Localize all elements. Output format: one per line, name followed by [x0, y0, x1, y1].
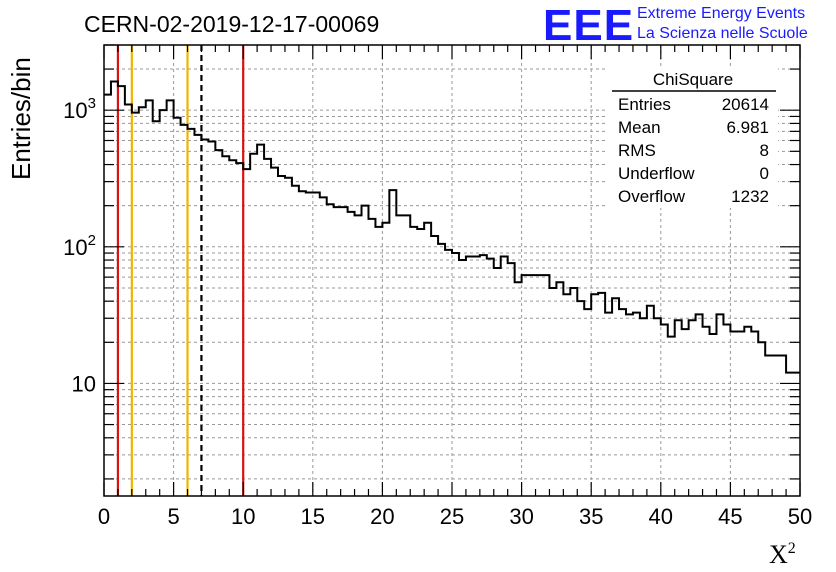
x-tick-label: 20 — [370, 504, 394, 529]
stats-title: ChiSquare — [653, 70, 733, 89]
eee-logo: EEE — [543, 1, 634, 50]
x-tick-label: 50 — [788, 504, 812, 529]
stats-value-overflow: 1232 — [731, 187, 769, 206]
axes — [103, 44, 801, 497]
x-tick-label: 15 — [301, 504, 325, 529]
stats-value-entries: 20614 — [722, 95, 769, 114]
y-tick-exp: 2 — [88, 232, 96, 249]
x-tick-label: 10 — [231, 504, 255, 529]
stats-label-rms: RMS — [618, 141, 656, 160]
x-tick-label: 40 — [649, 504, 673, 529]
logo-line-1: Extreme Energy Events — [637, 5, 805, 22]
y-tick-label: 10 — [72, 371, 96, 396]
y-axis-label: Entries/bin — [6, 57, 36, 180]
x-tick-label: 35 — [579, 504, 603, 529]
x-axis-label: X2 — [769, 540, 796, 569]
y-tick-label: 103 — [63, 95, 96, 123]
logo-line-2: La Scienza nelle Scuole — [637, 25, 808, 42]
stats-value-underflow: 0 — [760, 164, 769, 183]
y-tick-exp: 3 — [88, 95, 96, 112]
stats-box: ChiSquare Entries 20614 Mean 6.981 RMS 8… — [608, 68, 778, 208]
stats-value-mean: 6.981 — [726, 118, 769, 137]
stats-value-rms: 8 — [760, 141, 769, 160]
run-title: CERN-02-2019-12-17-00069 — [84, 11, 379, 37]
x-tick-label: 30 — [509, 504, 533, 529]
stats-label-entries: Entries — [618, 95, 671, 114]
stats-label-overflow: Overflow — [618, 187, 686, 206]
y-tick-base: 10 — [63, 235, 87, 260]
y-tick-base: 10 — [72, 371, 96, 396]
x-tick-label: 5 — [167, 504, 179, 529]
stats-label-mean: Mean — [618, 118, 661, 137]
y-tick-label: 102 — [63, 232, 96, 260]
x-tick-label: 0 — [98, 504, 110, 529]
reference-lines — [116, 45, 245, 496]
histogram-line — [104, 80, 800, 374]
x-tick-label: 45 — [718, 504, 742, 529]
x-tick-label: 25 — [440, 504, 464, 529]
y-tick-base: 10 — [63, 98, 87, 123]
stats-label-underflow: Underflow — [618, 164, 695, 183]
histogram-series — [104, 80, 800, 374]
